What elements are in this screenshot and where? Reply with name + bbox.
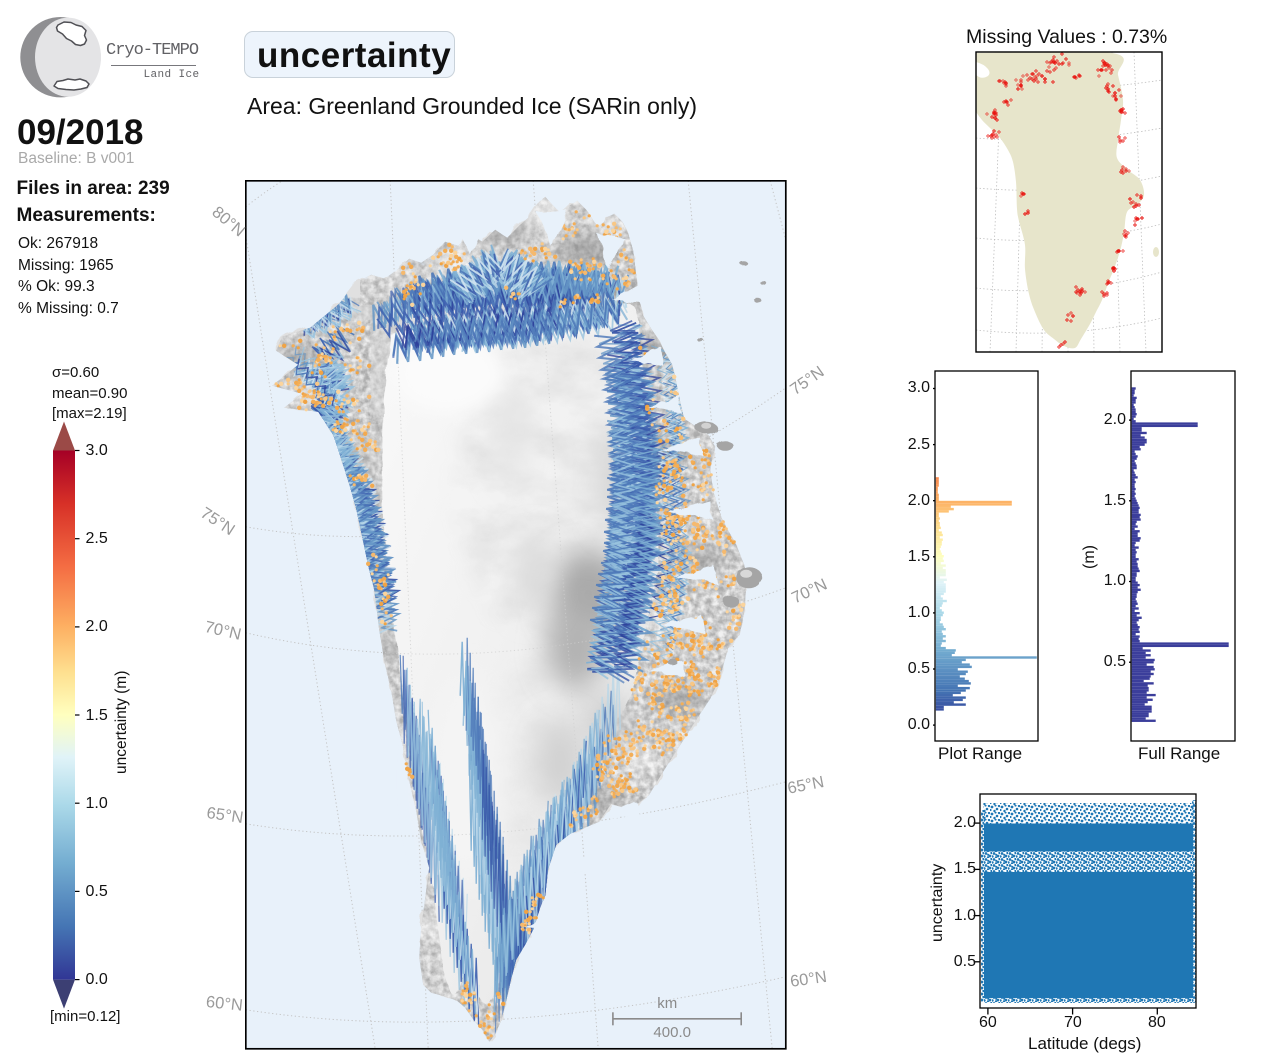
svg-text:400.0: 400.0 (653, 1024, 691, 1041)
svg-text:km: km (657, 995, 677, 1012)
